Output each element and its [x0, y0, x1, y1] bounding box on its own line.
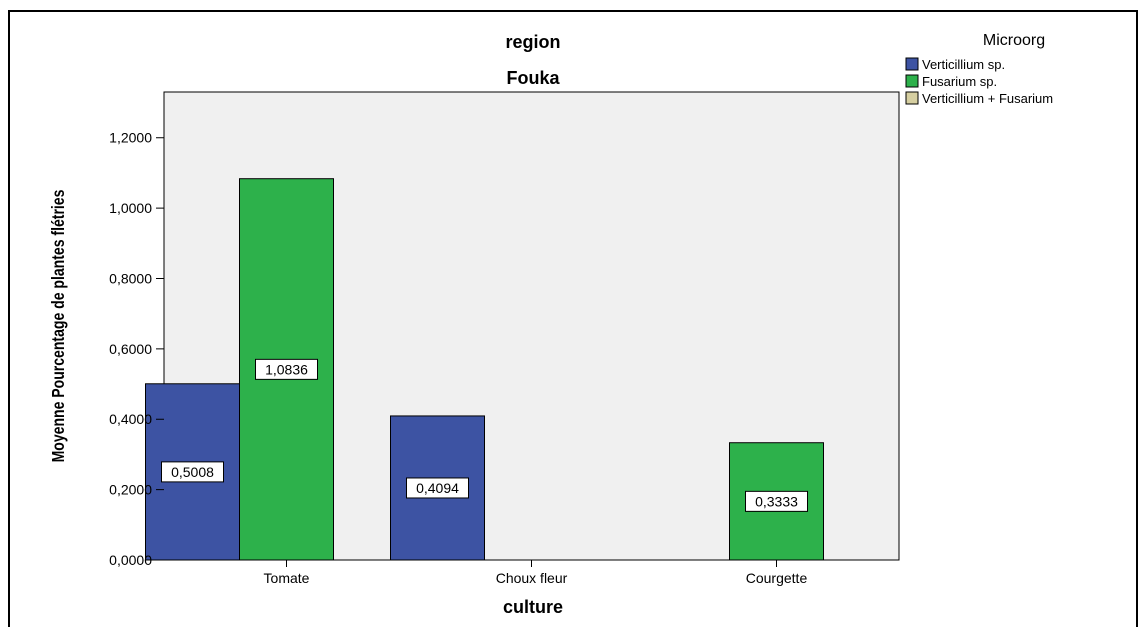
- x-tick-label: Tomate: [264, 570, 310, 586]
- y-tick-label: 0,2000: [109, 482, 152, 498]
- data-label-box: [161, 461, 224, 483]
- legend-title: Microorg: [983, 32, 1045, 49]
- legend-item-label: Verticillium sp.: [922, 57, 1005, 72]
- data-label-box: [406, 477, 469, 499]
- x-tick-label: Choux fleur: [496, 570, 568, 586]
- legend-swatch: [905, 91, 919, 105]
- y-tick-label: 1,2000: [109, 130, 152, 146]
- data-label-text: 0,5008: [171, 464, 214, 480]
- x-axis-label: culture: [503, 597, 563, 617]
- data-label: 0,5008: [161, 461, 224, 483]
- y-axis-label: Moyenne Pourcentage de plantes flétries: [48, 190, 68, 463]
- chart-subtitle: Fouka: [506, 68, 560, 88]
- y-tick-label: 0,0000: [109, 552, 152, 568]
- y-tick-label: 0,6000: [109, 341, 152, 357]
- data-label: 1,0836: [255, 358, 318, 380]
- data-label-text: 0,4094: [416, 480, 459, 496]
- chart-title: region: [505, 32, 560, 52]
- chart-frame: [8, 10, 1138, 627]
- legend-item-label: Verticillium + Fusarium: [922, 91, 1053, 106]
- legend-swatch: [905, 57, 919, 71]
- x-tick-label: Courgette: [746, 570, 808, 586]
- y-tick-label: 0,8000: [109, 270, 152, 286]
- data-label-box: [745, 490, 808, 512]
- y-tick-label: 0,4000: [109, 411, 152, 427]
- legend-swatch: [905, 74, 919, 88]
- y-tick-label: 1,0000: [109, 200, 152, 216]
- legend-item-label: Fusarium sp.: [922, 74, 997, 89]
- data-label: 0,3333: [745, 490, 808, 512]
- data-label-box: [255, 358, 318, 380]
- legend: Microorg Verticillium sp. Fusarium sp. Ver…: [905, 32, 1053, 106]
- data-label-text: 1,0836: [265, 361, 308, 377]
- data-label: 0,4094: [406, 477, 469, 499]
- data-label-text: 0,3333: [755, 493, 798, 509]
